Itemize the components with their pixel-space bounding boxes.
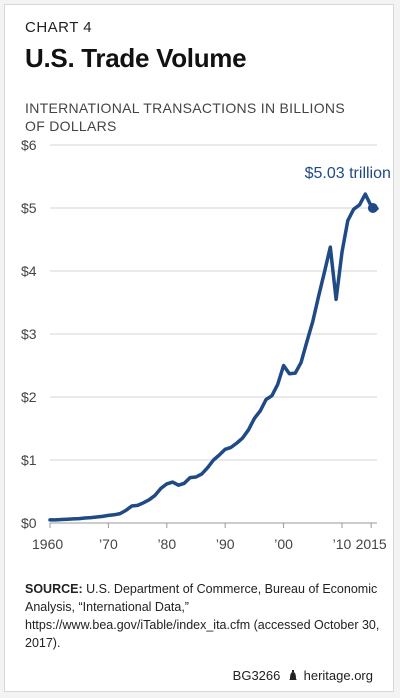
source-text: U.S. Department of Commerce, Bureau of E…	[25, 582, 380, 650]
x-tick-label: ’10	[333, 536, 352, 552]
annotation-label: $5.03 trillion	[305, 165, 391, 182]
report-code: BG3266	[232, 668, 281, 683]
chart-subtitle: INTERNATIONAL TRANSACTIONS IN BILLIONS O…	[25, 100, 345, 134]
source-note: SOURCE: U.S. Department of Commerce, Bur…	[25, 580, 385, 652]
series-line	[48, 192, 379, 522]
y-tick-label: $2	[21, 389, 37, 405]
x-tick-label: 2015	[356, 536, 387, 552]
x-tick-label: ’00	[274, 536, 293, 552]
y-tick-label: $6	[21, 137, 37, 153]
x-tick-label: ’90	[216, 536, 235, 552]
x-tick-label: 1960	[32, 536, 63, 552]
annotation-point	[367, 203, 378, 213]
x-tick-label: ’70	[99, 536, 118, 552]
chart-number: CHART 4	[25, 19, 93, 36]
x-tick-label: ’80	[157, 536, 176, 552]
y-tick-label: $4	[21, 263, 37, 279]
site-name: heritage.org	[303, 668, 373, 683]
liberty-bell-icon	[288, 670, 297, 680]
y-tick-label: $1	[21, 452, 37, 468]
chart-card: CHART 4 U.S. Trade Volume INTERNATIONAL …	[4, 4, 394, 692]
y-tick-label: $0	[21, 515, 37, 531]
line-chart: $0 $1 $2 $3 $4 $5 $6 1960 ’70 ’80 ’90 ’00 ’10 2015 $5.…	[21, 137, 391, 552]
y-tick-label: $3	[21, 326, 37, 342]
source-label: SOURCE:	[25, 582, 83, 596]
y-tick-label: $5	[21, 200, 37, 216]
footer: BG3266 heritage.org	[233, 668, 373, 683]
chart-title: U.S. Trade Volume	[25, 43, 247, 73]
